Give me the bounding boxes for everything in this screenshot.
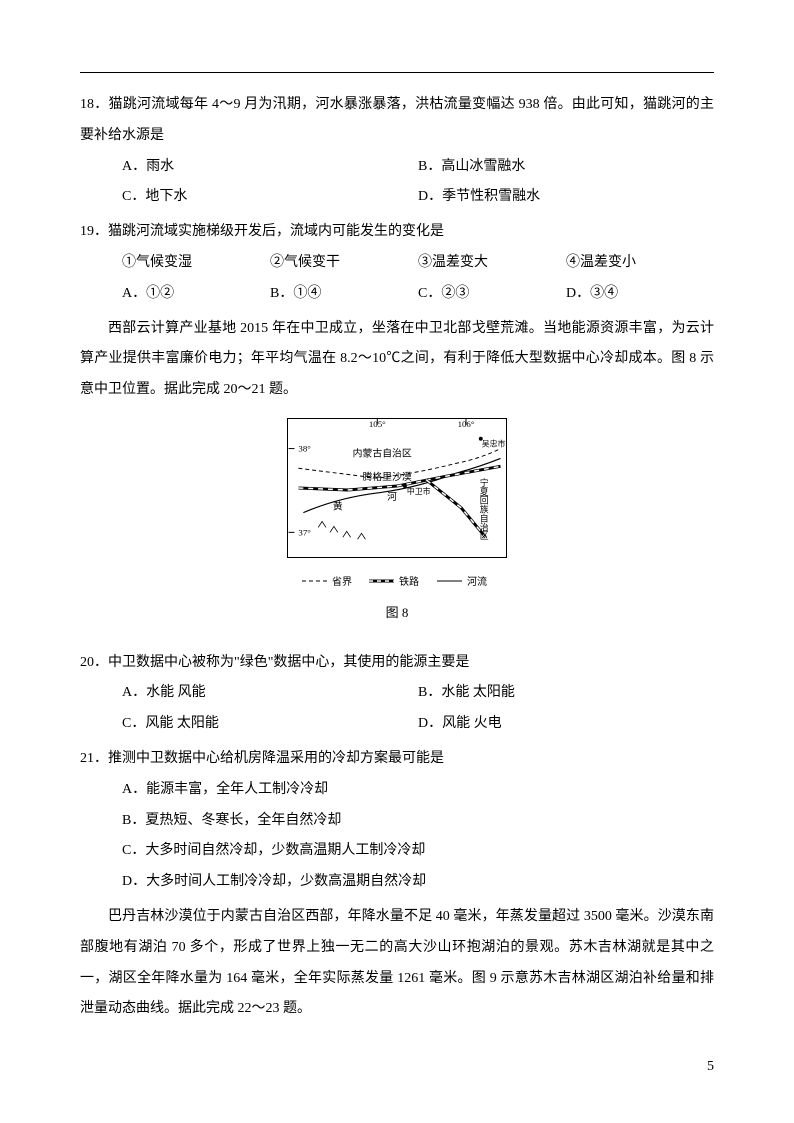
q20-opt-d: D．风能 火电 xyxy=(418,709,714,740)
page-number: 5 xyxy=(707,1052,714,1083)
q19-text: 猫跳河流域实施梯级开发后，流域内可能发生的变化是 xyxy=(108,224,444,239)
q21-opt-d: D．大多时间人工制冷冷却，少数高温期自然冷却 xyxy=(80,867,714,898)
label-he: 河 xyxy=(387,491,397,503)
q19-item-3: ③温差变大 xyxy=(418,248,566,279)
label-inner-mongolia: 内蒙古自治区 xyxy=(353,446,412,459)
q21-opt-b: B．夏热短、冬寒长，全年自然冷却 xyxy=(80,806,714,837)
q20-stem: 20．中卫数据中心被称为"绿色"数据中心，其使用的能源主要是 xyxy=(80,648,714,679)
figure-8-legend: 省界 铁路 河流 xyxy=(80,573,714,597)
q21-number: 21． xyxy=(80,751,108,766)
q20-opt-c: C．风能 太阳能 xyxy=(122,709,418,740)
q20-text: 中卫数据中心被称为"绿色"数据中心，其使用的能源主要是 xyxy=(108,655,469,670)
q19-stem: 19．猫跳河流域实施梯级开发后，流域内可能发生的变化是 xyxy=(80,217,714,248)
q19-opt-b: B．①④ xyxy=(270,279,418,310)
q19-item-2: ②气候变干 xyxy=(270,248,418,279)
q21-options: A．能源丰富，全年人工制冷冷却 B．夏热短、冬寒长，全年自然冷却 C．大多时间自… xyxy=(80,775,714,898)
question-19: 19．猫跳河流域实施梯级开发后，流域内可能发生的变化是 ①气候变湿 ②气候变干 … xyxy=(80,217,714,309)
q19-opt-c: C．②③ xyxy=(418,279,566,310)
q18-opt-d: D．季节性积雪融水 xyxy=(418,182,714,213)
label-huang: 黄 xyxy=(333,500,343,513)
q18-opt-a: A．雨水 xyxy=(122,152,418,183)
question-20: 20．中卫数据中心被称为"绿色"数据中心，其使用的能源主要是 A．水能 风能 B… xyxy=(80,648,714,740)
q19-number: 19． xyxy=(80,224,108,239)
svg-text:河流: 河流 xyxy=(467,575,487,588)
map-svg: 105° 106° 38° 37° 内蒙古自治区 腾格里沙漠 黄 河 宁夏回族自… xyxy=(287,418,507,558)
lat-37: 37° xyxy=(298,527,311,537)
lon-106: 106° xyxy=(458,419,475,429)
q18-text: 猫跳河流域每年 4～9 月为汛期，河水暴涨暴落，洪枯流量变幅达 938 倍。由此… xyxy=(80,97,714,143)
figure-8: 105° 106° 38° 37° 内蒙古自治区 腾格里沙漠 黄 河 宁夏回族自… xyxy=(80,418,714,628)
passage-2: 巴丹吉林沙漠位于内蒙古自治区西部，年降水量不足 40 毫米，年蒸发量超过 350… xyxy=(80,902,714,1025)
q21-opt-c: C．大多时间自然冷却，少数高温期人工制冷冷却 xyxy=(80,836,714,867)
q19-items: ①气候变湿 ②气候变干 ③温差变大 ④温差变小 xyxy=(80,248,714,279)
q18-number: 18． xyxy=(80,97,109,112)
q19-options: A．①② B．①④ C．②③ D．③④ xyxy=(80,279,714,310)
q21-text: 推测中卫数据中心给机房降温采用的冷却方案最可能是 xyxy=(108,751,444,766)
q18-opt-b: B．高山冰雪融水 xyxy=(418,152,714,183)
q21-stem: 21．推测中卫数据中心给机房降温采用的冷却方案最可能是 xyxy=(80,744,714,775)
lon-105: 105° xyxy=(369,419,386,429)
q20-opt-b: B．水能 太阳能 xyxy=(418,678,714,709)
q20-options: A．水能 风能 B．水能 太阳能 C．风能 太阳能 D．风能 火电 xyxy=(80,678,714,740)
q19-opt-d: D．③④ xyxy=(566,279,714,310)
q18-options: A．雨水 B．高山冰雪融水 C．地下水 D．季节性积雪融水 xyxy=(80,152,714,214)
passage-1: 西部云计算产业基地 2015 年在中卫成立，坐落在中卫北部戈壁荒滩。当地能源资源… xyxy=(80,314,714,406)
question-18: 18．猫跳河流域每年 4～9 月为汛期，河水暴涨暴落，洪枯流量变幅达 938 倍… xyxy=(80,90,714,213)
label-tenggeli: 腾格里沙漠 xyxy=(363,470,412,483)
svg-text:铁路: 铁路 xyxy=(399,575,419,588)
figure-8-caption: 图 8 xyxy=(80,599,714,628)
q20-number: 20． xyxy=(80,655,108,670)
q19-opt-a: A．①② xyxy=(122,279,270,310)
q21-opt-a: A．能源丰富，全年人工制冷冷却 xyxy=(80,775,714,806)
lat-38: 38° xyxy=(298,443,311,453)
question-21: 21．推测中卫数据中心给机房降温采用的冷却方案最可能是 A．能源丰富，全年人工制… xyxy=(80,744,714,898)
svg-text:省界: 省界 xyxy=(332,575,352,588)
q19-item-1: ①气候变湿 xyxy=(122,248,270,279)
q18-stem: 18．猫跳河流域每年 4～9 月为汛期，河水暴涨暴落，洪枯流量变幅达 938 倍… xyxy=(80,90,714,152)
q19-item-4: ④温差变小 xyxy=(566,248,714,279)
q18-opt-c: C．地下水 xyxy=(122,182,418,213)
label-zhongwei: 中卫市 xyxy=(407,486,431,496)
label-wuzhong: 吴忠市 xyxy=(482,439,506,449)
label-ningxia: 宁夏回族自治区 xyxy=(479,477,489,540)
q20-opt-a: A．水能 风能 xyxy=(122,678,418,709)
header-rule xyxy=(80,72,714,73)
